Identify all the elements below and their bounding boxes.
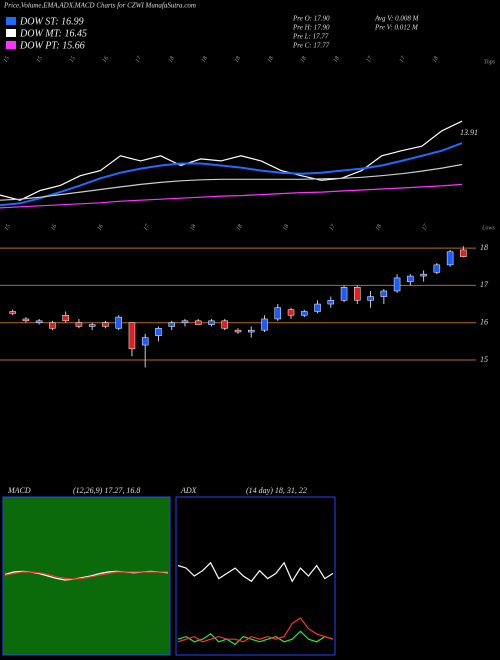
date-label: 15 [69, 55, 77, 63]
date-label: 17 [135, 55, 144, 64]
date-label: 17 [399, 55, 408, 64]
date-label: 16 [97, 223, 105, 231]
date-label: 17 [366, 55, 375, 64]
candle-body [367, 296, 374, 301]
info-text: Pre V: 0.012 M [374, 24, 419, 32]
candle-body [194, 320, 202, 325]
date-label: 18 [234, 55, 242, 63]
candle-body [287, 309, 295, 316]
legend-label: DOW MT: 16.45 [19, 28, 87, 39]
info-text: Pre O: 17.90 [292, 15, 330, 23]
panel-title: MACD [7, 486, 31, 495]
candle-body [88, 324, 96, 327]
info-text: Pre C: 17.77 [292, 42, 330, 50]
series-line [0, 163, 463, 201]
candle-body [274, 307, 282, 320]
date-label: 18 [168, 55, 176, 63]
last-value: 13.91 [460, 128, 478, 137]
date-label: 18 [432, 55, 440, 63]
date-label: 15 [36, 55, 44, 63]
date-label: 17 [421, 223, 430, 232]
panel-title: ADX [180, 486, 198, 495]
y-tick-label: 16 [480, 318, 488, 327]
series-line [177, 561, 334, 583]
date-label: 18 [333, 55, 341, 63]
info-text: Avg V: 0.008 M [374, 15, 420, 23]
candle-body [181, 320, 189, 323]
candle-body [433, 264, 441, 273]
date-label: 16 [102, 55, 110, 63]
candle-body [380, 290, 388, 297]
candle-body [168, 322, 175, 327]
candle-body [9, 311, 16, 314]
candle-body [393, 277, 401, 292]
panel-subtitle: (12,26,9) 17.27, 16.8 [73, 486, 140, 495]
candle-body [221, 320, 228, 329]
candle-body [75, 322, 83, 327]
date-label: 17 [329, 223, 338, 232]
candle-body [102, 322, 109, 327]
candle-body [261, 318, 268, 331]
date-label: 15 [3, 55, 11, 63]
candle-body [314, 303, 321, 312]
candle-body [407, 275, 414, 282]
info-text: Pre L: 17.77 [292, 33, 329, 41]
legend-label: DOW PT: 15.66 [19, 40, 85, 51]
candle-body [115, 316, 122, 329]
legend-swatch [6, 29, 16, 37]
legend-swatch [6, 41, 16, 49]
candle-body [340, 286, 348, 301]
y-tick-label: 15 [480, 355, 488, 364]
panel-subtitle: (14 day) 18, 31, 22 [246, 486, 307, 495]
candle-body [208, 320, 215, 325]
series-line [177, 630, 334, 646]
date-label: 16 [50, 223, 58, 231]
candle-body [234, 329, 242, 333]
lows-label: Lows [481, 225, 495, 231]
candle-body [446, 251, 454, 266]
info-text: Pre H: 17.90 [292, 24, 330, 32]
legend-label: DOW ST: 16.99 [19, 16, 84, 27]
candle-body [327, 300, 335, 305]
page-title: Price,Volume,EMA,ADX,MACD Charts for CZW… [3, 2, 196, 10]
series-line [177, 617, 334, 643]
candle-body [420, 273, 427, 277]
candle-body [49, 322, 56, 329]
date-label: 17 [143, 223, 152, 232]
date-label: 18 [201, 55, 209, 63]
legend-swatch [6, 17, 16, 25]
candle-body [141, 337, 149, 346]
date-label: 18 [267, 55, 275, 63]
y-tick-label: 18 [480, 243, 488, 252]
panel-bg [2, 496, 171, 656]
candle-body [354, 286, 361, 301]
candle-body [155, 328, 162, 337]
series-line [0, 183, 463, 209]
y-tick-label: 17 [480, 280, 489, 289]
series-line [0, 120, 463, 201]
candle-body [460, 249, 467, 257]
tops-label: Tops [484, 59, 496, 65]
candle-body [22, 318, 30, 322]
candle-body [248, 329, 255, 333]
date-label: 18 [236, 223, 244, 231]
date-label: 18 [300, 55, 308, 63]
date-label: 18 [282, 223, 290, 231]
date-label: 18 [189, 223, 197, 231]
series-line [0, 142, 463, 207]
date-label: 15 [4, 223, 12, 231]
candle-body [128, 322, 136, 350]
candle-body [35, 320, 43, 323]
candle-body [301, 311, 308, 316]
date-label: 18 [375, 223, 383, 231]
candle-body [62, 314, 69, 322]
series-line [4, 571, 168, 580]
